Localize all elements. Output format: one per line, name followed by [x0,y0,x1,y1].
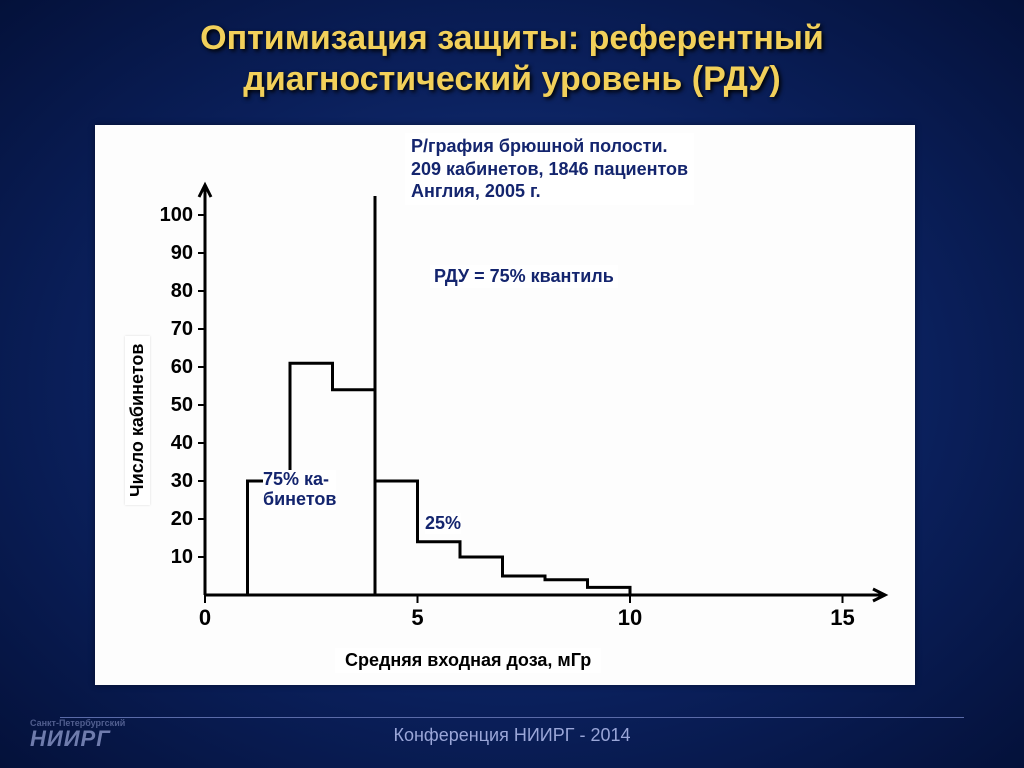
rdu-quantile-label: РДУ = 75% квантиль [430,265,618,288]
caption-line-2: 209 кабинетов, 1846 пациентов [411,159,688,179]
svg-text:10: 10 [171,546,193,568]
svg-text:5: 5 [411,605,423,630]
pct75-line-1: 75% ка- [263,469,329,489]
histogram-chart: 102030405060708090100051015 [95,125,915,685]
svg-text:60: 60 [171,356,193,378]
logo-subtitle: Санкт-Петербургский [30,718,125,728]
pct25-label: 25% [425,513,461,534]
chart-caption: Р/графия брюшной полости. 209 кабинетов,… [405,133,694,205]
y-axis-label: Число кабинетов [125,336,150,505]
svg-text:80: 80 [171,280,193,302]
chart-panel: 102030405060708090100051015 Р/графия брю… [95,125,915,685]
svg-text:100: 100 [160,204,193,226]
slide-title: Оптимизация защиты: референтный диагност… [0,18,1024,100]
logo-text: НИИРГ [30,726,111,751]
caption-line-1: Р/графия брюшной полости. [411,136,668,156]
slide: Оптимизация защиты: референтный диагност… [0,0,1024,768]
title-line-1: Оптимизация защиты: референтный [200,19,824,57]
svg-text:90: 90 [171,242,193,264]
svg-text:0: 0 [199,605,211,630]
svg-text:50: 50 [171,394,193,416]
x-axis-label: Средняя входная доза, мГр [335,648,601,673]
pct75-label: 75% ка- бинетов [263,470,336,510]
svg-text:30: 30 [171,470,193,492]
svg-text:10: 10 [618,605,642,630]
svg-text:15: 15 [830,605,854,630]
title-line-2: диагностический уровень (РДУ) [243,60,780,98]
y-axis-label-wrap: Число кабинетов [125,505,294,530]
svg-text:70: 70 [171,318,193,340]
svg-text:40: 40 [171,432,193,454]
caption-line-3: Англия, 2005 г. [411,181,541,201]
footer-divider [60,717,964,718]
footer-text: Конференция НИИРГ - 2014 [0,725,1024,746]
logo: Санкт-Петербургский НИИРГ [30,718,125,752]
